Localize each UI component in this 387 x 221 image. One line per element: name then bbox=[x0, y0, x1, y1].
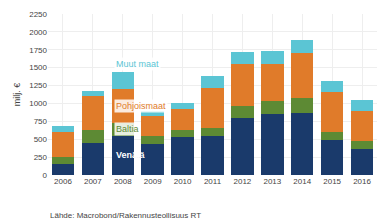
svg-text:milj. €: milj. € bbox=[12, 83, 22, 107]
svg-text:1750: 1750 bbox=[29, 46, 47, 55]
svg-text:1500: 1500 bbox=[29, 63, 47, 72]
svg-text:500: 500 bbox=[34, 135, 48, 144]
svg-text:2015: 2015 bbox=[323, 177, 341, 186]
svg-text:2009: 2009 bbox=[144, 177, 162, 186]
svg-text:0: 0 bbox=[43, 171, 48, 180]
svg-text:2010: 2010 bbox=[174, 177, 192, 186]
svg-text:2012: 2012 bbox=[234, 177, 252, 186]
svg-text:Venäjä: Venäjä bbox=[116, 150, 146, 160]
svg-text:2006: 2006 bbox=[54, 177, 72, 186]
svg-text:Baltia: Baltia bbox=[116, 124, 139, 134]
svg-text:2007: 2007 bbox=[84, 177, 102, 186]
svg-text:2011: 2011 bbox=[204, 177, 222, 186]
svg-text:2250: 2250 bbox=[29, 10, 47, 19]
svg-text:1250: 1250 bbox=[29, 81, 47, 90]
svg-text:Muut maat: Muut maat bbox=[116, 59, 159, 69]
svg-text:2016: 2016 bbox=[353, 177, 371, 186]
svg-text:1000: 1000 bbox=[29, 99, 47, 108]
svg-text:2008: 2008 bbox=[114, 177, 132, 186]
svg-text:2000: 2000 bbox=[29, 28, 47, 37]
svg-text:Lähde: Macrobond/Rakennusteoll: Lähde: Macrobond/Rakennusteollisuus RT bbox=[50, 211, 201, 220]
svg-text:Pohjoismaat: Pohjoismaat bbox=[116, 101, 166, 111]
svg-text:2014: 2014 bbox=[293, 177, 311, 186]
svg-text:750: 750 bbox=[34, 117, 48, 126]
svg-text:2013: 2013 bbox=[263, 177, 281, 186]
svg-text:250: 250 bbox=[34, 153, 48, 162]
